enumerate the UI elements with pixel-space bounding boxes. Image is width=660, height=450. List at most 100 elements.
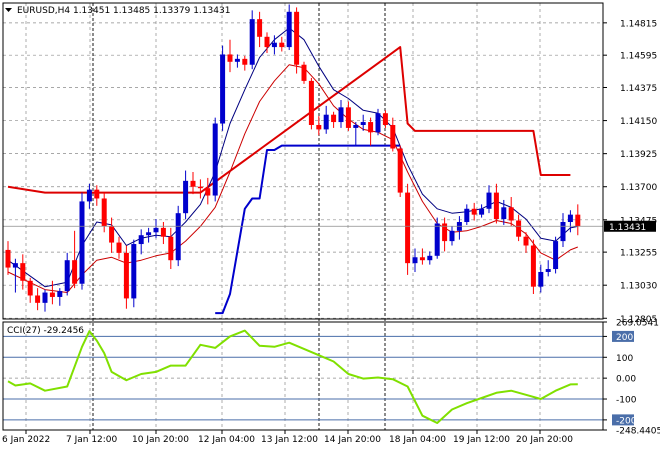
candle xyxy=(442,217,448,252)
candle xyxy=(183,170,189,220)
candle-body xyxy=(501,207,507,220)
candle-body xyxy=(382,113,388,125)
price-tick-label: 1.14375 xyxy=(620,84,657,94)
candle xyxy=(234,54,240,68)
candle-body xyxy=(316,124,322,130)
candle-body xyxy=(427,255,433,261)
candle-body xyxy=(249,19,255,65)
candle-body xyxy=(57,291,63,297)
price-tick-label: 1.14815 xyxy=(620,19,657,29)
candle xyxy=(138,229,144,255)
candle xyxy=(94,185,100,206)
candle-body xyxy=(190,180,196,187)
candles xyxy=(5,4,581,312)
candle xyxy=(205,177,211,205)
cci-level-tag xyxy=(612,414,634,426)
candle-body xyxy=(242,58,248,65)
candle xyxy=(353,122,359,146)
candle xyxy=(20,254,26,290)
current-price-tag xyxy=(604,220,656,232)
candle xyxy=(338,100,344,128)
candle xyxy=(220,45,226,131)
candle-body xyxy=(234,58,240,62)
candle xyxy=(49,280,55,305)
candle-body xyxy=(109,226,115,243)
candle-body xyxy=(575,214,581,227)
candle-body xyxy=(434,223,440,256)
candle-body xyxy=(375,113,381,133)
candle xyxy=(286,4,292,51)
candle-body xyxy=(94,189,100,199)
time-tick-label: 13 Jan 12:00 xyxy=(261,435,318,445)
candle xyxy=(279,36,285,52)
candle-body xyxy=(27,280,33,296)
time-tick-label: 12 Jan 04:00 xyxy=(198,435,255,445)
candle-body xyxy=(64,260,70,292)
candle xyxy=(175,205,181,267)
candle-body xyxy=(397,148,403,193)
time-axis: 6 Jan 2022 7 Jan 12:00 10 Jan 20:00 12 Jan … xyxy=(2,430,573,445)
candle-body xyxy=(212,123,218,196)
candle xyxy=(301,61,307,84)
candle xyxy=(501,199,507,225)
cci-tick-label: -200 xyxy=(616,416,637,426)
candle-body xyxy=(567,214,573,222)
candle-body xyxy=(220,54,226,124)
candle xyxy=(212,117,218,202)
cci-tick-label: 0.00 xyxy=(616,375,636,385)
candle-body xyxy=(49,292,55,297)
candle xyxy=(560,213,566,247)
candle xyxy=(375,108,381,136)
candle xyxy=(464,204,470,225)
candle-body xyxy=(471,208,477,215)
symbol-header: EURUSD,H4 1.13451 1.13485 1.13379 1.1343… xyxy=(17,6,230,16)
candle xyxy=(271,35,277,55)
candle xyxy=(575,204,581,236)
stop-line-up xyxy=(215,144,401,315)
candle-body xyxy=(553,241,559,270)
candle-body xyxy=(264,36,270,48)
candle xyxy=(116,236,122,259)
candle xyxy=(257,11,263,48)
candle-body xyxy=(153,227,159,233)
candle xyxy=(390,117,396,152)
candle xyxy=(109,217,115,253)
candle xyxy=(553,236,559,274)
candle-body xyxy=(227,54,233,62)
candle-body xyxy=(405,192,411,264)
candle xyxy=(153,219,159,239)
candle-body xyxy=(560,221,566,242)
candle xyxy=(190,172,196,195)
price-tick-label: 1.14595 xyxy=(620,52,657,62)
symbol-menu-icon[interactable] xyxy=(5,8,12,12)
candle xyxy=(27,277,33,303)
candle xyxy=(64,252,70,296)
candle xyxy=(368,117,374,146)
candle xyxy=(308,77,314,130)
candle xyxy=(323,105,329,134)
candle xyxy=(449,226,455,246)
candle-body xyxy=(508,207,514,221)
price-tick-label: 1.14150 xyxy=(620,117,657,127)
candle xyxy=(493,183,499,224)
candle xyxy=(79,192,85,290)
candle-body xyxy=(20,263,26,281)
candle-body xyxy=(183,180,189,214)
candle xyxy=(101,192,107,233)
main-panel-frame xyxy=(2,2,604,320)
candle xyxy=(316,116,322,136)
candle-body xyxy=(175,213,181,261)
candle-body xyxy=(331,114,337,123)
candle-body xyxy=(301,64,307,81)
candle-body xyxy=(419,257,425,261)
cci-tick-label: 100 xyxy=(616,354,633,364)
candle xyxy=(123,245,129,309)
cci-tick-label: 269.0541 xyxy=(616,319,659,329)
candle xyxy=(331,111,337,128)
candle xyxy=(538,264,544,293)
candle-body xyxy=(286,11,292,48)
candle xyxy=(227,39,233,73)
candle xyxy=(360,114,366,131)
candle xyxy=(249,10,255,70)
